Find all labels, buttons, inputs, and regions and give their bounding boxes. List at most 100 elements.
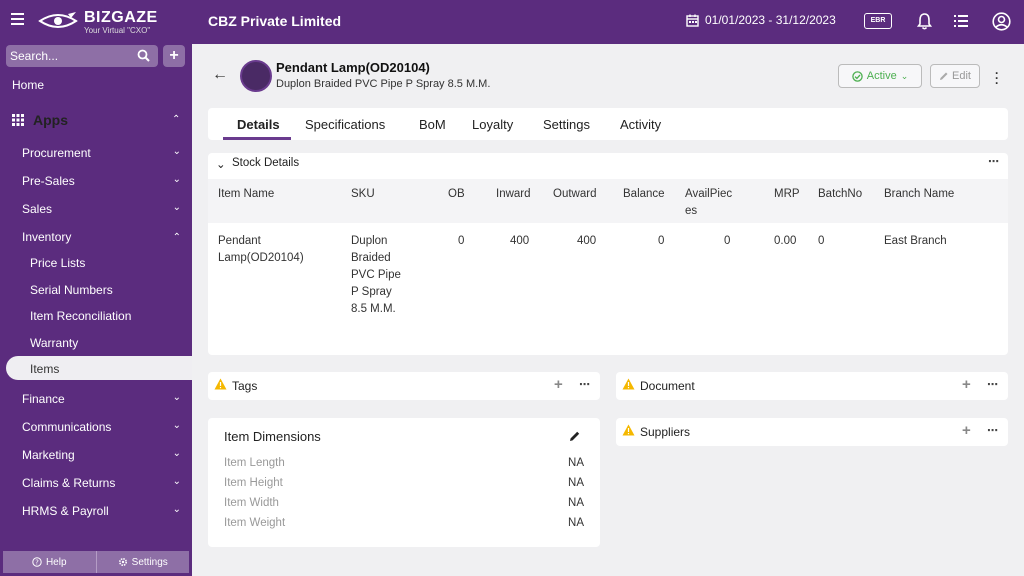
dimension-label: Item Length xyxy=(224,457,285,469)
tab-details[interactable]: Details xyxy=(237,117,280,132)
sidebar-item-label: Sales xyxy=(22,202,53,216)
sidebar-item-price-lists[interactable]: Price Lists xyxy=(30,256,86,270)
sidebar-item-items[interactable]: Items xyxy=(6,356,192,380)
sidebar-item-home[interactable]: Home xyxy=(12,78,45,92)
dimension-label: Item Height xyxy=(224,477,283,489)
sidebar-item-label: Inventory xyxy=(22,230,72,244)
sidebar-item-warranty[interactable]: Warranty xyxy=(30,336,79,350)
page-title: Pendant Lamp(OD20104) xyxy=(276,60,430,75)
collapse-chevron-icon[interactable]: ⌄ xyxy=(216,159,226,171)
menu-icon[interactable] xyxy=(11,13,25,29)
more-horizontal-icon[interactable]: ⋯ xyxy=(988,156,999,168)
cell-sku: Duplon Braided PVC Pipe P Spray 8.5 M.M. xyxy=(351,235,401,315)
tab-settings[interactable]: Settings xyxy=(543,117,590,132)
cell-item-name: Pendant Lamp(OD20104) xyxy=(218,235,304,264)
check-circle-icon xyxy=(851,70,863,82)
add-icon[interactable]: + xyxy=(554,376,563,393)
logo-mark-icon xyxy=(38,12,78,28)
item-dimensions-card: Item Dimensions Item Length NA Item Heig… xyxy=(208,418,600,547)
add-icon[interactable]: + xyxy=(962,422,971,439)
document-title: Document xyxy=(640,379,695,393)
edit-button[interactable]: Edit xyxy=(930,64,980,88)
add-icon[interactable]: + xyxy=(962,376,971,393)
more-horizontal-icon[interactable]: ⋯ xyxy=(987,425,998,437)
calendar-icon xyxy=(686,14,699,27)
page-subtitle: Duplon Braided PVC Pipe P Spray 8.5 M.M. xyxy=(276,78,491,90)
list-icon[interactable] xyxy=(954,14,968,28)
plus-icon: + xyxy=(169,47,179,64)
help-icon: ? xyxy=(32,557,42,567)
document-card: Document + ⋯ xyxy=(616,372,1008,400)
chevron-down-icon: ⌄ xyxy=(172,174,181,185)
sidebar-item-label: HRMS & Payroll xyxy=(22,504,109,518)
column-header[interactable]: Item Name xyxy=(218,188,275,200)
back-arrow-icon[interactable]: ← xyxy=(212,66,228,83)
sidebar-item-label: Marketing xyxy=(22,448,75,462)
chevron-down-icon: ⌄ xyxy=(900,70,909,81)
column-header[interactable]: OB xyxy=(448,188,465,200)
chevron-down-icon: ⌄ xyxy=(172,476,181,487)
column-header[interactable]: Inward xyxy=(496,188,531,200)
column-header[interactable]: BatchNo xyxy=(818,188,863,200)
dimension-value: NA xyxy=(568,517,584,529)
sidebar-item-label: Finance xyxy=(22,392,65,406)
help-button[interactable]: ? Help xyxy=(3,551,97,573)
warning-icon xyxy=(622,424,635,436)
date-range[interactable]: 01/01/2023 - 31/12/2023 xyxy=(686,13,836,27)
grid-icon xyxy=(12,114,24,126)
dimension-label: Item Weight xyxy=(224,517,286,529)
more-options-icon[interactable]: ... xyxy=(995,63,999,87)
more-horizontal-icon[interactable]: ⋯ xyxy=(579,379,590,391)
dimension-value: NA xyxy=(568,497,584,509)
pencil-icon[interactable] xyxy=(569,430,581,442)
cell-batch-no: 0 xyxy=(818,235,825,247)
chevron-down-icon: ⌄ xyxy=(172,146,181,157)
tab-specifications[interactable]: Specifications xyxy=(305,117,386,132)
item-dimensions-title: Item Dimensions xyxy=(224,429,321,444)
tab-bom[interactable]: BoM xyxy=(419,117,446,132)
column-header[interactable]: MRP xyxy=(774,188,800,200)
column-header[interactable]: Outward xyxy=(553,188,597,200)
tags-card: Tags + ⋯ xyxy=(208,372,600,400)
svg-text:?: ? xyxy=(35,559,39,567)
cell-outward: 400 xyxy=(577,235,597,247)
search-icon[interactable] xyxy=(137,49,150,62)
tab-bar: Details Specifications BoM Loyalty Setti… xyxy=(208,108,1008,140)
table-header: Item Name SKU OB Inward Outward Balance … xyxy=(208,179,1008,223)
status-dropdown[interactable]: Active ⌄ xyxy=(838,64,922,88)
cell-inward: 400 xyxy=(510,235,530,247)
sidebar-search[interactable] xyxy=(6,45,158,67)
tab-activity[interactable]: Activity xyxy=(620,117,662,132)
sidebar-item-label: Claims & Returns xyxy=(22,476,116,490)
dimension-label: Item Width xyxy=(224,497,279,509)
chevron-up-icon: ⌃ xyxy=(172,232,181,243)
tags-title: Tags xyxy=(232,379,258,393)
chevron-down-icon: ⌄ xyxy=(172,392,181,403)
sidebar-item-serial-numbers[interactable]: Serial Numbers xyxy=(30,283,113,297)
column-header[interactable]: Branch Name xyxy=(884,188,955,200)
cell-avail-pieces: 0 xyxy=(724,235,731,247)
chevron-down-icon: ⌄ xyxy=(172,420,181,431)
dimension-value: NA xyxy=(568,457,584,469)
chevron-down-icon: ⌄ xyxy=(172,202,181,213)
chevron-up-icon[interactable]: ⌃ xyxy=(172,114,181,125)
more-horizontal-icon[interactable]: ⋯ xyxy=(987,379,998,391)
edit-label: Edit xyxy=(952,70,971,82)
sidebar-apps-header[interactable]: Apps xyxy=(12,112,68,128)
active-tab-indicator xyxy=(223,137,291,140)
bell-icon[interactable] xyxy=(917,12,932,30)
add-button[interactable]: + xyxy=(163,45,185,67)
help-label: Help xyxy=(45,556,67,568)
column-header[interactable]: AvailPieces xyxy=(685,188,733,217)
user-profile-icon[interactable] xyxy=(992,12,1011,31)
ebr-button[interactable]: EBR xyxy=(864,13,892,29)
search-input[interactable] xyxy=(10,48,130,64)
date-range-text: 01/01/2023 - 31/12/2023 xyxy=(705,13,836,27)
settings-button[interactable]: Settings xyxy=(97,551,190,573)
sidebar-item-label: Pre-Sales xyxy=(22,174,75,188)
column-header[interactable]: SKU xyxy=(351,188,375,200)
tab-loyalty[interactable]: Loyalty xyxy=(472,117,514,132)
column-header[interactable]: Balance xyxy=(623,188,665,200)
warning-icon xyxy=(214,378,227,390)
sidebar-item-item-reconciliation[interactable]: Item Reconciliation xyxy=(30,309,132,323)
